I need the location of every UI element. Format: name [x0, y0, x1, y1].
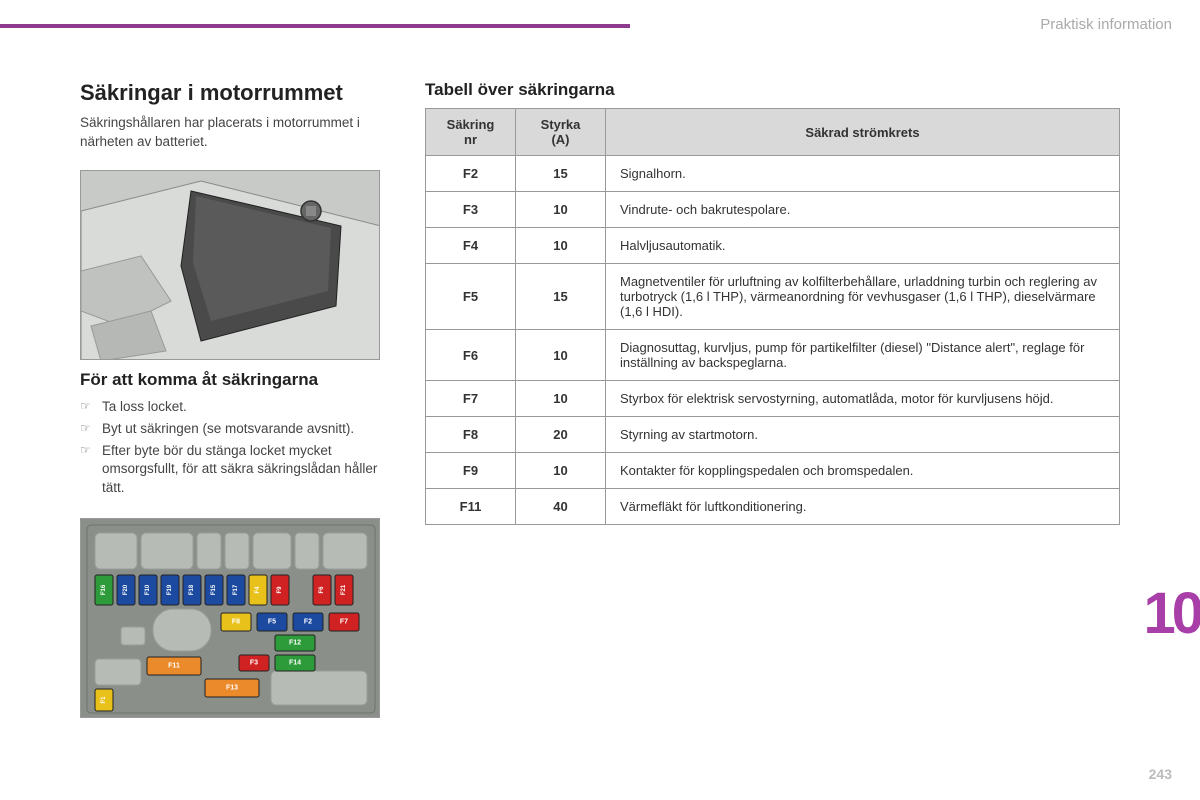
table-cell: F11 [426, 489, 516, 525]
section-header: Praktisk information [1040, 16, 1172, 33]
table-header: Styrka(A) [516, 109, 606, 156]
instruction-item: Byt ut säkringen (se motsvarande avsnitt… [80, 420, 400, 439]
table-cell: 20 [516, 417, 606, 453]
table-row: F310Vindrute- och bakrutespolare. [426, 192, 1120, 228]
table-row: F215Signalhorn. [426, 156, 1120, 192]
svg-text:F10: F10 [145, 584, 151, 595]
table-cell: Vindrute- och bakrutespolare. [606, 192, 1120, 228]
table-row: F610Diagnosuttag, kurvljus, pump för par… [426, 330, 1120, 381]
svg-text:F6: F6 [319, 586, 325, 594]
instruction-item: Ta loss locket. [80, 398, 400, 417]
table-heading: Tabell över säkringarna [425, 80, 1120, 100]
table-cell: 10 [516, 381, 606, 417]
svg-text:F17: F17 [233, 584, 239, 595]
table-cell: F7 [426, 381, 516, 417]
table-cell: 15 [516, 264, 606, 330]
table-cell: 10 [516, 192, 606, 228]
svg-text:F8: F8 [232, 619, 240, 626]
svg-text:F1: F1 [101, 696, 107, 704]
fuse-table: SäkringnrStyrka(A)Säkrad strömkrets F215… [425, 108, 1120, 525]
svg-text:F18: F18 [189, 584, 195, 595]
svg-text:F9: F9 [277, 586, 283, 594]
table-cell: F5 [426, 264, 516, 330]
table-row: F710Styrbox för elektrisk servostyrning,… [426, 381, 1120, 417]
table-row: F1140Värmefläkt för luftkonditionering. [426, 489, 1120, 525]
table-cell: F2 [426, 156, 516, 192]
table-header: Säkrad strömkrets [606, 109, 1120, 156]
table-cell: F9 [426, 453, 516, 489]
table-row: F820Styrning av startmotorn. [426, 417, 1120, 453]
top-accent-bar [0, 24, 630, 28]
svg-text:F3: F3 [250, 660, 258, 667]
main-heading: Säkringar i motorrummet [80, 80, 400, 106]
svg-text:F11: F11 [168, 663, 180, 670]
svg-text:F4: F4 [255, 586, 261, 594]
svg-text:F19: F19 [167, 584, 173, 595]
table-cell: 10 [516, 330, 606, 381]
table-cell: 10 [516, 228, 606, 264]
svg-text:F15: F15 [211, 584, 217, 595]
table-cell: F3 [426, 192, 516, 228]
svg-text:F12: F12 [289, 640, 301, 647]
table-row: F410Halvljusautomatik. [426, 228, 1120, 264]
svg-text:F20: F20 [123, 584, 129, 595]
svg-text:F21: F21 [341, 584, 347, 595]
table-cell: 15 [516, 156, 606, 192]
svg-text:F2: F2 [304, 619, 312, 626]
sub-heading: För att komma åt säkringarna [80, 370, 400, 390]
table-cell: Diagnosuttag, kurvljus, pump för partike… [606, 330, 1120, 381]
svg-text:F5: F5 [268, 619, 276, 626]
table-cell: Värmefläkt för luftkonditionering. [606, 489, 1120, 525]
table-cell: Signalhorn. [606, 156, 1120, 192]
svg-text:F14: F14 [289, 660, 301, 667]
svg-text:F16: F16 [101, 584, 107, 595]
left-column: Säkringar i motorrummet Säkringshållaren… [80, 80, 400, 728]
table-cell: F4 [426, 228, 516, 264]
table-cell: 40 [516, 489, 606, 525]
instruction-list: Ta loss locket. Byt ut säkringen (se mots… [80, 398, 400, 498]
svg-text:F13: F13 [226, 685, 238, 692]
right-column: Tabell över säkringarna SäkringnrStyrka(… [425, 80, 1120, 525]
table-cell: Styrning av startmotorn. [606, 417, 1120, 453]
table-cell: F8 [426, 417, 516, 453]
table-row: F515Magnetventiler för urluftning av kol… [426, 264, 1120, 330]
table-cell: Halvljusautomatik. [606, 228, 1120, 264]
table-cell: F6 [426, 330, 516, 381]
table-cell: 10 [516, 453, 606, 489]
page-number: 243 [1149, 766, 1172, 782]
instruction-item: Efter byte bör du stänga locket mycket o… [80, 442, 400, 499]
table-row: F910Kontakter för kopplingspedalen och b… [426, 453, 1120, 489]
table-cell: Kontakter för kopplingspedalen och broms… [606, 453, 1120, 489]
intro-text: Säkringshållaren har placerats i motorru… [80, 114, 400, 152]
engine-cover-illustration [80, 170, 380, 360]
table-cell: Styrbox för elektrisk servostyrning, aut… [606, 381, 1120, 417]
svg-text:F7: F7 [340, 619, 348, 626]
table-header: Säkringnr [426, 109, 516, 156]
fusebox-diagram: F16 F20 F10 F19 F18 F15 F17 F4 F9 F6 F21 F8 F5 F2 F7 F1… [80, 518, 380, 718]
table-cell: Magnetventiler för urluftning av kolfilt… [606, 264, 1120, 330]
